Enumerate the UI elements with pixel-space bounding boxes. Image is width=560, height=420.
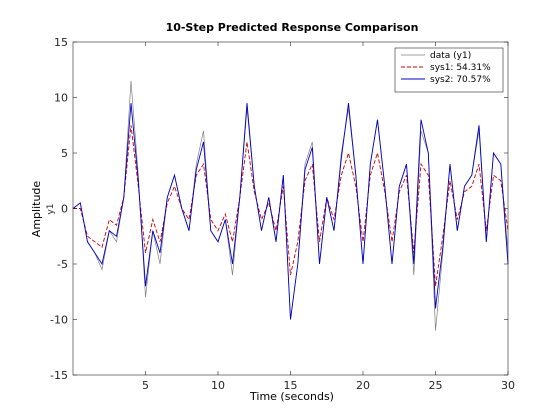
chart-title: 10-Step Predicted Response Comparison: [166, 21, 419, 34]
x-tick-label: 30: [501, 379, 515, 392]
legend: data (y1) sys1: 54.31% sys2: 70.57%: [394, 47, 504, 93]
x-tick-label: 20: [356, 379, 370, 392]
y-tick-label: -5: [57, 258, 68, 271]
y-tick-label: 10: [54, 92, 68, 105]
y-tick-label: 0: [61, 203, 68, 216]
legend-entry-1: data (y1): [430, 51, 471, 61]
series-line-2: [73, 125, 509, 287]
x-axis-label: Time (seconds): [249, 390, 334, 403]
y-axis-label: Amplitude: [30, 181, 43, 238]
series-lines: [72, 80, 509, 331]
x-tick-label: 10: [211, 379, 225, 392]
y-tick-label: 15: [54, 36, 68, 49]
y-axis-sublabel: y1: [46, 203, 56, 214]
y-tick-label: -15: [50, 369, 68, 382]
series-line-3: [72, 103, 509, 320]
legend-entry-3: sys2: 70.57%: [430, 75, 491, 85]
axis-ticks: 5 10 15 20 25 30 -15 -10 -5 0 5 10 15: [50, 36, 515, 392]
x-tick-label: 15: [284, 379, 298, 392]
y-tick-label: -10: [50, 314, 68, 327]
x-tick-label: 5: [142, 379, 149, 392]
x-tick-label: 25: [429, 379, 443, 392]
y-tick-label: 5: [61, 147, 68, 160]
legend-entry-2: sys1: 54.31%: [430, 63, 491, 73]
